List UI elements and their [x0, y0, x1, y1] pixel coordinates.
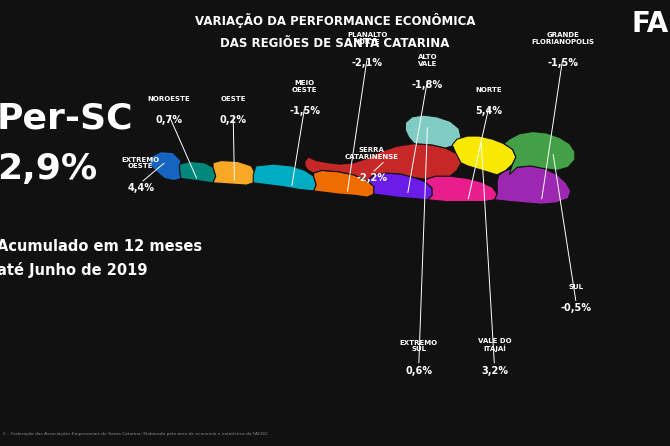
Text: 0,7%: 0,7%: [155, 115, 182, 125]
Text: MEIO
OESTE: MEIO OESTE: [292, 80, 318, 93]
Text: C – Federação das Associações Empresariais de Santa Catarina; Elaborado pela áre: C – Federação das Associações Empresaria…: [3, 432, 268, 436]
Text: 0,6%: 0,6%: [405, 366, 432, 376]
Polygon shape: [213, 161, 256, 185]
Text: -1,5%: -1,5%: [289, 106, 320, 116]
Polygon shape: [149, 152, 181, 181]
Text: GRANDE
FLORIANÓPOLIS: GRANDE FLORIANÓPOLIS: [531, 32, 594, 45]
Polygon shape: [452, 136, 516, 175]
Text: -1,5%: -1,5%: [547, 58, 578, 68]
Polygon shape: [367, 173, 432, 200]
Text: 3,2%: 3,2%: [481, 366, 508, 376]
Polygon shape: [425, 176, 497, 202]
Text: NORTE: NORTE: [476, 87, 502, 93]
Polygon shape: [253, 164, 316, 191]
Text: -2,1%: -2,1%: [352, 58, 383, 68]
Polygon shape: [494, 166, 571, 204]
Polygon shape: [305, 144, 461, 181]
Text: -1,8%: -1,8%: [412, 80, 443, 90]
Text: -2,2%: -2,2%: [356, 173, 387, 183]
Text: -0,5%: -0,5%: [561, 303, 592, 313]
Text: VARIAÇÃO DA PERFORMANCE ECONÔMICA: VARIAÇÃO DA PERFORMANCE ECONÔMICA: [195, 13, 475, 29]
Text: PLANALTO
NORTE: PLANALTO NORTE: [347, 32, 387, 45]
Text: NOROESTE: NOROESTE: [147, 96, 190, 102]
Text: DAS REGIÕES DE SANTA CATARINA: DAS REGIÕES DE SANTA CATARINA: [220, 37, 450, 50]
Text: SERRA
CATARINENSE: SERRA CATARINENSE: [345, 147, 399, 160]
Text: OESTE: OESTE: [220, 96, 246, 102]
Text: VALE DO
ITAJAÍ: VALE DO ITAJAÍ: [478, 338, 511, 352]
Polygon shape: [405, 115, 461, 148]
Text: ALTO
VALE: ALTO VALE: [417, 54, 438, 67]
Text: 2,9%: 2,9%: [0, 153, 96, 186]
Text: Per-SC: Per-SC: [0, 101, 133, 135]
Text: 4,4%: 4,4%: [127, 183, 154, 193]
Text: EXTREMO
OESTE: EXTREMO OESTE: [122, 157, 159, 169]
Text: EXTREMO
SUL: EXTREMO SUL: [400, 340, 438, 352]
Text: Acumulado em 12 meses
até Junho de 2019: Acumulado em 12 meses até Junho de 2019: [0, 240, 202, 278]
Text: 0,2%: 0,2%: [220, 115, 247, 125]
Polygon shape: [314, 170, 374, 197]
Text: SUL: SUL: [569, 284, 584, 290]
Polygon shape: [180, 161, 216, 183]
Polygon shape: [504, 132, 575, 175]
Text: FA: FA: [631, 10, 669, 38]
Text: 5,4%: 5,4%: [476, 106, 502, 116]
